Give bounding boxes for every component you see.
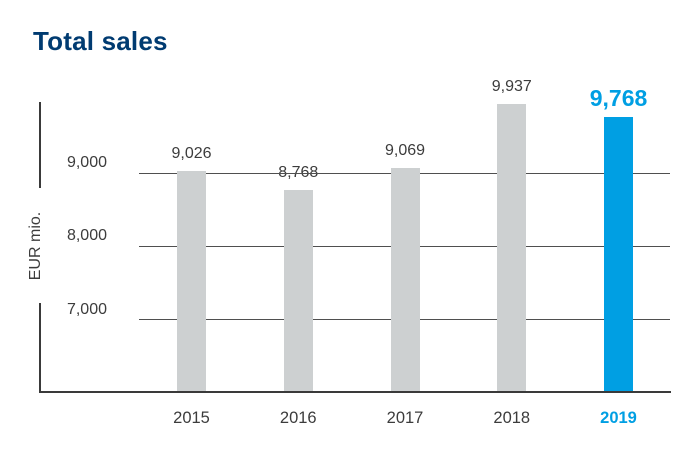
x-tick-label-2018: 2018	[493, 409, 531, 427]
bar-2016	[283, 190, 313, 392]
y-tick-label-8000: 8,000	[66, 227, 107, 245]
x-tick-label-2015: 2015	[173, 409, 210, 427]
bar-value-label-2015: 9,026	[171, 145, 212, 163]
x-tick-label-2016: 2016	[279, 409, 317, 427]
bar-value-label-2018: 9,937	[491, 78, 532, 96]
y-axis-line-bottom-segment	[39, 303, 41, 393]
bar-value-label-2017: 9,069	[384, 141, 426, 159]
x-tick-label-2019: 2019	[600, 409, 637, 427]
x-tick-label-2017: 2017	[386, 409, 424, 427]
x-axis-line	[39, 391, 671, 393]
bar-2015	[177, 171, 206, 392]
chart-title: Total sales	[33, 26, 168, 56]
y-tick-label-7000: 7,000	[66, 300, 107, 318]
bar-2017	[390, 167, 420, 392]
y-axis-line-top-segment	[39, 102, 41, 188]
y-axis-label: EUR mio.	[27, 211, 44, 281]
bar-2018	[497, 104, 527, 392]
bar-2019	[604, 116, 633, 392]
y-tick-label-9000: 9,000	[66, 154, 107, 171]
bar-value-label-2019: 9,768	[589, 84, 648, 111]
